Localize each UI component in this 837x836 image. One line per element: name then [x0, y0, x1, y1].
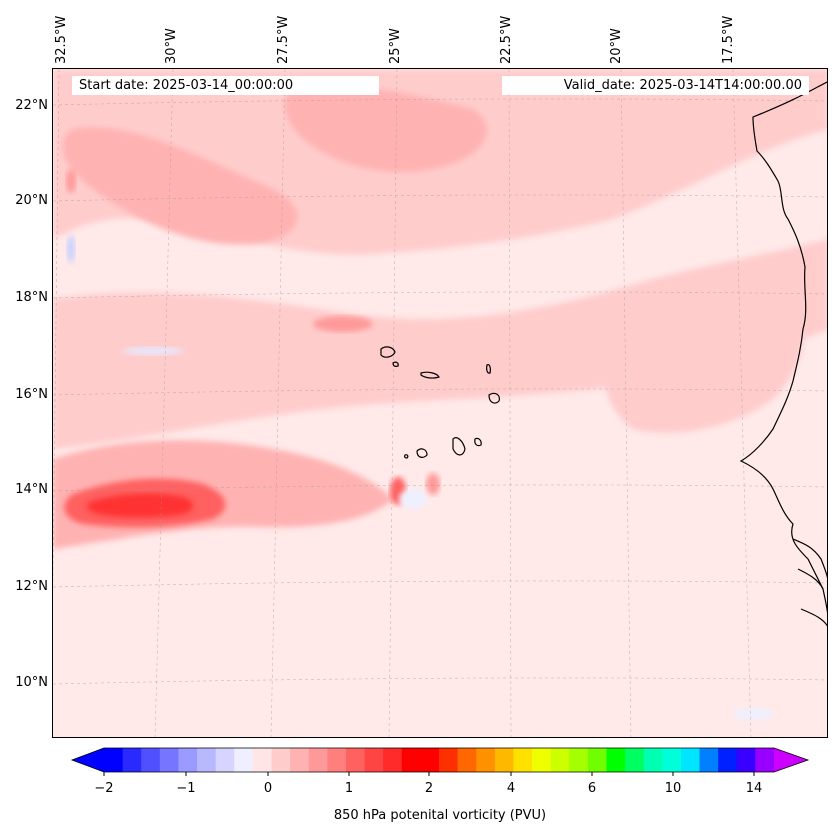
colorbar-tick-label: 10: [664, 781, 682, 796]
pv-max-core: [86, 493, 194, 518]
pv-spot-mid: [313, 316, 373, 332]
cape-verde-santiago: [452, 437, 466, 456]
lon-label-20w: 20°W: [609, 28, 624, 64]
colorbar-cell: [420, 748, 440, 772]
cape-verde-maio: [474, 437, 482, 447]
pv-band-north-strong: [284, 85, 488, 173]
colorbar-cell: [718, 748, 738, 772]
colorbar-tick-marks: [103, 772, 755, 776]
colorbar-cell: [364, 748, 384, 772]
lon-label-32-5w: 32.5°W: [54, 15, 69, 64]
colorbar-cell: [122, 748, 142, 772]
pv-spot-island-2: [426, 473, 440, 495]
colorbar-cell: [178, 748, 198, 772]
lat-label-14n: 14°N: [15, 482, 48, 497]
colorbar-tick-label: 6: [587, 781, 597, 796]
lat-label-20n: 20°N: [15, 193, 48, 208]
colorbar-cell: [736, 748, 756, 772]
colorbar-outline: [70, 747, 810, 773]
colorbar-cell: [476, 748, 496, 772]
colorbar-cell: [104, 748, 124, 772]
cape-verde-sal: [486, 364, 491, 374]
lon-label-22-5w: 22.5°W: [499, 15, 514, 64]
cape-verde-sao-nicolau: [420, 371, 440, 379]
colorbar: [70, 747, 810, 776]
pv-shading: [53, 69, 827, 720]
cape-verde-brava: [404, 454, 409, 459]
lat-label-18n: 18°N: [15, 290, 48, 305]
west-africa-coast-south: [792, 538, 827, 627]
colorbar-cells: [104, 748, 775, 772]
pv-band-east: [602, 305, 804, 433]
colorbar-cell: [606, 748, 626, 772]
colorbar-extend-low: [72, 748, 104, 772]
colorbar-cell: [699, 748, 719, 772]
colorbar-cell: [308, 748, 328, 772]
colorbar-cell: [252, 748, 272, 772]
colorbar-cell: [234, 748, 254, 772]
pv-neg-spot-4: [733, 708, 773, 720]
colorbar-cell: [383, 748, 403, 772]
colorbar-cell: [680, 748, 701, 772]
colorbar-cell: [141, 748, 161, 772]
pv-contour-map: [53, 69, 827, 737]
lat-label-10n: 10°N: [15, 675, 48, 690]
colorbar-cell: [755, 748, 775, 772]
colorbar-tick-label: 4: [506, 781, 516, 796]
lat-label-16n: 16°N: [15, 387, 48, 402]
pv-band-central: [53, 239, 827, 449]
colorbar-cell: [532, 748, 552, 772]
colorbar-cell: [569, 748, 589, 772]
colorbar-cell: [662, 748, 682, 772]
pv-neg-spot-2: [123, 347, 183, 355]
pv-band-north-strong-2: [62, 127, 298, 245]
colorbar-cell: [439, 748, 459, 772]
colorbar-cell: [327, 748, 347, 772]
colorbar-cell: [625, 748, 645, 772]
lat-label-22n: 22°N: [15, 98, 48, 113]
colorbar-tick-label: −2: [94, 781, 114, 796]
colorbar-cell: [271, 748, 291, 772]
lon-label-27-5w: 27.5°W: [276, 15, 291, 64]
colorbar-tick-label: −1: [176, 781, 196, 796]
colorbar-tick-label: 2: [424, 781, 434, 796]
colorbar-cell: [345, 748, 366, 772]
colorbar-cell: [587, 748, 607, 772]
lat-label-12n: 12°N: [15, 579, 48, 594]
colorbar-cell: [494, 748, 514, 772]
map-panel: [52, 68, 828, 738]
pv-neg-spot: [67, 235, 75, 263]
gridlines: [53, 69, 827, 737]
colorbar-cell: [457, 748, 477, 772]
colorbar-cell: [159, 748, 179, 772]
colorbar-cell: [290, 748, 310, 772]
start-date-banner: Start date: 2025-03-14_00:00:00: [72, 76, 379, 95]
colorbar-cell: [215, 748, 235, 772]
pv-neg-spot-3: [399, 489, 427, 509]
colorbar-cell: [643, 748, 663, 772]
colorbar-cell: [401, 748, 421, 772]
africa-coast: [739, 81, 827, 613]
lon-label-25w: 25°W: [388, 28, 403, 64]
colorbar-cell: [513, 748, 533, 772]
coastlines: [380, 81, 827, 627]
cape-verde-santo-antao: [380, 346, 396, 358]
colorbar-extend-high: [774, 748, 808, 772]
colorbar-label: 850 hPa potenital vorticity (PVU): [333, 808, 547, 823]
lon-label-30w: 30°W: [164, 28, 179, 64]
colorbar-cell: [197, 748, 217, 772]
colorbar-tick-label: 0: [263, 781, 273, 796]
colorbar-tick-label: 14: [745, 781, 763, 796]
cape-verde-fogo: [416, 448, 428, 458]
cape-verde-sao-vicente: [392, 361, 399, 367]
colorbar-tick-label: 1: [344, 781, 354, 796]
cape-verde-boa-vista: [488, 392, 500, 404]
pv-spot-west: [66, 169, 76, 193]
lon-label-17-5w: 17.5°W: [721, 15, 736, 64]
colorbar-cell: [550, 748, 570, 772]
valid-date-banner: Valid_date: 2025-03-14T14:00:00.00: [502, 76, 809, 95]
